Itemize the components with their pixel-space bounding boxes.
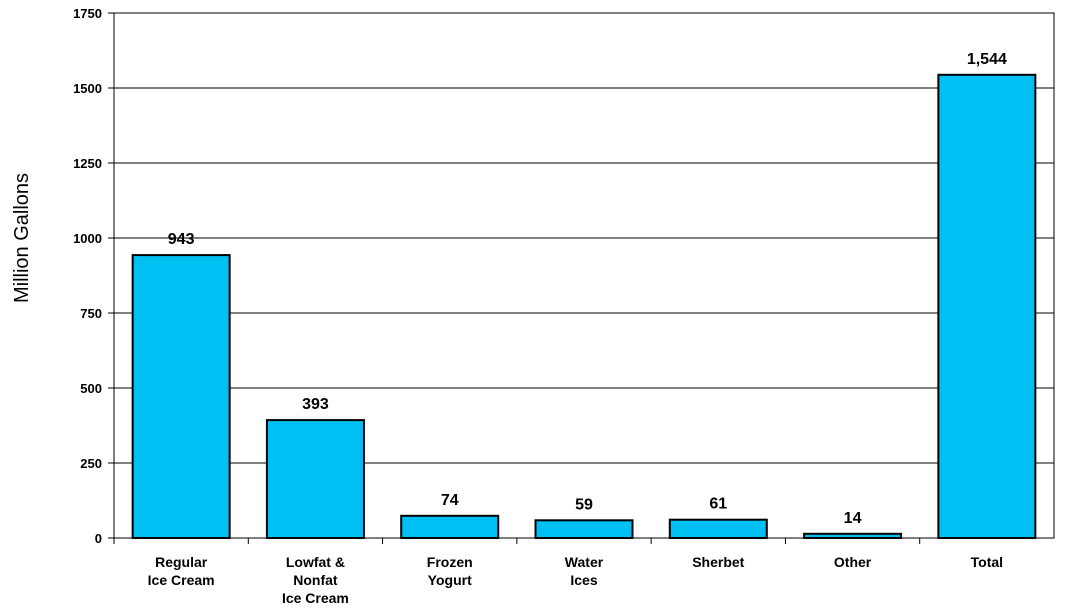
x-tick-label: Lowfat & Nonfat Ice Cream	[282, 554, 349, 606]
gridlines	[114, 12, 1054, 464]
bar	[534, 519, 634, 539]
x-tick-label: Other	[834, 554, 872, 570]
y-tick-label: 0	[95, 531, 102, 546]
x-tick-label: Sherbet	[692, 554, 744, 570]
y-tick-label: 500	[80, 381, 102, 396]
y-tick-label: 1750	[73, 6, 102, 21]
data-label: 1,544	[967, 51, 1007, 68]
bar	[668, 518, 768, 540]
x-tick-labels: Regular Ice Cream Lowfat & Nonfat Ice Cream F…	[148, 554, 1003, 606]
y-tick-label: 1000	[73, 231, 102, 246]
axes	[108, 12, 1055, 544]
bar	[803, 532, 903, 539]
y-tick-label: 1250	[73, 156, 102, 171]
bar	[937, 73, 1037, 540]
x-tick-label: Water Ices	[565, 554, 604, 588]
bar	[131, 254, 231, 539]
plot-frame	[113, 12, 1055, 539]
data-label: 393	[302, 396, 329, 413]
data-label: 74	[441, 492, 459, 509]
bar	[400, 514, 500, 539]
y-axis-label: Million Gallons	[11, 173, 33, 303]
bars	[131, 73, 1037, 540]
y-tick-label: 750	[80, 306, 102, 321]
bar	[265, 419, 365, 540]
y-tick-label: 1500	[73, 81, 102, 96]
data-label: 943	[168, 231, 195, 248]
data-label: 61	[709, 496, 727, 513]
x-tick-label: Regular Ice Cream	[148, 554, 215, 588]
data-label: 14	[844, 510, 862, 527]
x-tick-label: Total	[971, 554, 1003, 570]
x-tick-label: Frozen Yogurt	[427, 554, 473, 588]
data-labels: 943 393 74 59 61 14 1,544	[168, 51, 1007, 527]
y-tick-label: 250	[80, 456, 102, 471]
y-tick-labels: 0 250 500 750 1000 1250 1500 1750	[73, 6, 102, 546]
data-label: 59	[575, 496, 593, 513]
